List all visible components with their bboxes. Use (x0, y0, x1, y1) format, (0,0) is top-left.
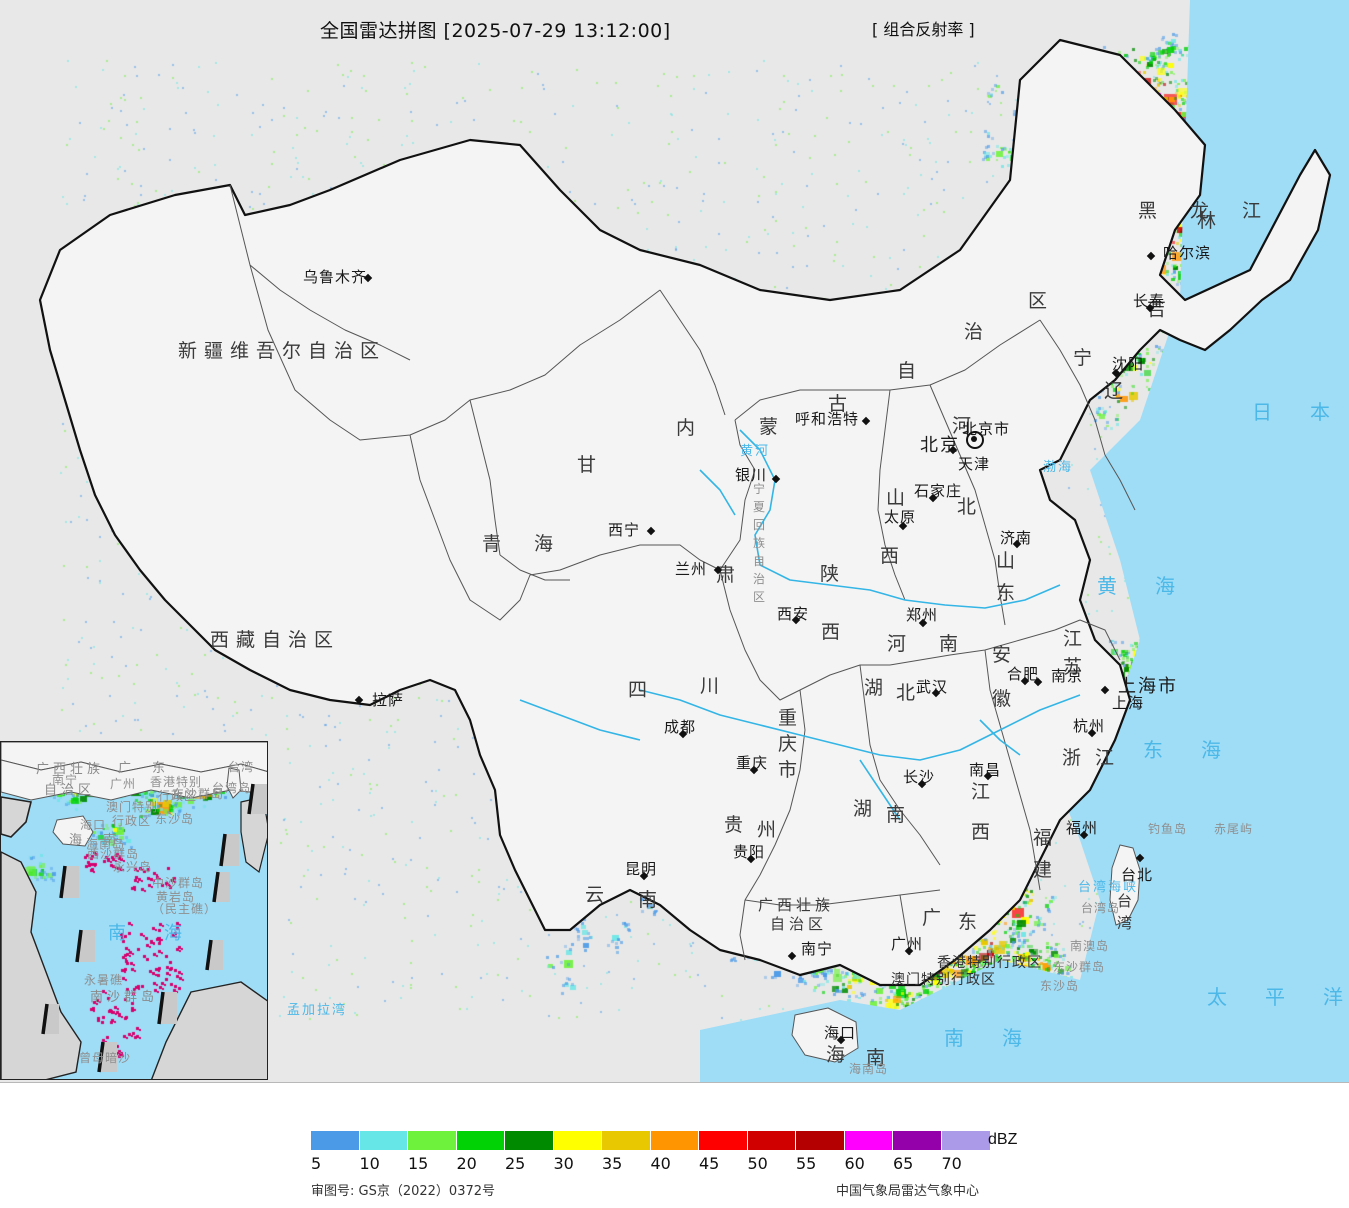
dbz-tick-35: 35 (602, 1154, 623, 1173)
dbz-tick-20: 20 (456, 1154, 477, 1173)
dbz-unit-label: dBZ (988, 1131, 1018, 1148)
dbz-swatch-60[interactable] (844, 1131, 893, 1150)
map-area[interactable]: 新疆维吾尔自治区 西藏自治区青 海甘肃内蒙古自治区黑 龙 江吉林辽宁河北山西山东陕… (0, 0, 1349, 1082)
dbz-tick-15: 15 (408, 1154, 429, 1173)
dbz-swatch-20[interactable] (456, 1131, 505, 1150)
product-mode-label: [ 组合反射率 ] (872, 20, 975, 39)
map-approval-number: 审图号: GS京（2022）0372号 (311, 1184, 496, 1199)
dbz-swatch-35[interactable] (602, 1131, 651, 1150)
dbz-tick-5: 5 (311, 1154, 322, 1173)
dbz-swatch-40[interactable] (650, 1131, 699, 1150)
issuing-center-credit: 中国气象局雷达气象中心 (836, 1184, 980, 1199)
dbz-swatch-10[interactable] (359, 1131, 408, 1150)
dbz-swatch-70[interactable] (941, 1131, 990, 1150)
dbz-tick-30: 30 (553, 1154, 574, 1173)
dbz-tick-55: 55 (796, 1154, 817, 1173)
dbz-swatch-15[interactable] (408, 1131, 457, 1150)
dbz-swatch-5[interactable] (311, 1131, 360, 1150)
dbz-swatch-30[interactable] (553, 1131, 602, 1150)
inset-vector-overlay (1, 742, 267, 1079)
dbz-swatch-65[interactable] (893, 1131, 942, 1150)
dbz-tick-60: 60 (844, 1154, 865, 1173)
dbz-tick-70: 70 (941, 1154, 962, 1173)
map-vector-overlay (38, 0, 1349, 1082)
dbz-tick-labels: 5 10 15 20 25 30 35 40 45 50 55 60 65 70 (305, 1154, 1025, 1176)
dbz-tick-65: 65 (893, 1154, 914, 1173)
composite-title: 全国雷达拼图 [2025-07-29 13:12:00] (320, 20, 671, 42)
dbz-swatch-55[interactable] (796, 1131, 845, 1150)
dbz-swatch-45[interactable] (699, 1131, 748, 1150)
dbz-tick-45: 45 (699, 1154, 720, 1173)
dbz-tick-25: 25 (505, 1154, 526, 1173)
south-china-sea-inset[interactable] (0, 741, 268, 1080)
dbz-color-scale[interactable] (311, 1131, 990, 1150)
dbz-tick-50: 50 (747, 1154, 768, 1173)
dbz-tick-10: 10 (359, 1154, 380, 1173)
dbz-swatch-50[interactable] (747, 1131, 796, 1150)
dbz-tick-40: 40 (650, 1154, 671, 1173)
dbz-swatch-25[interactable] (505, 1131, 554, 1150)
